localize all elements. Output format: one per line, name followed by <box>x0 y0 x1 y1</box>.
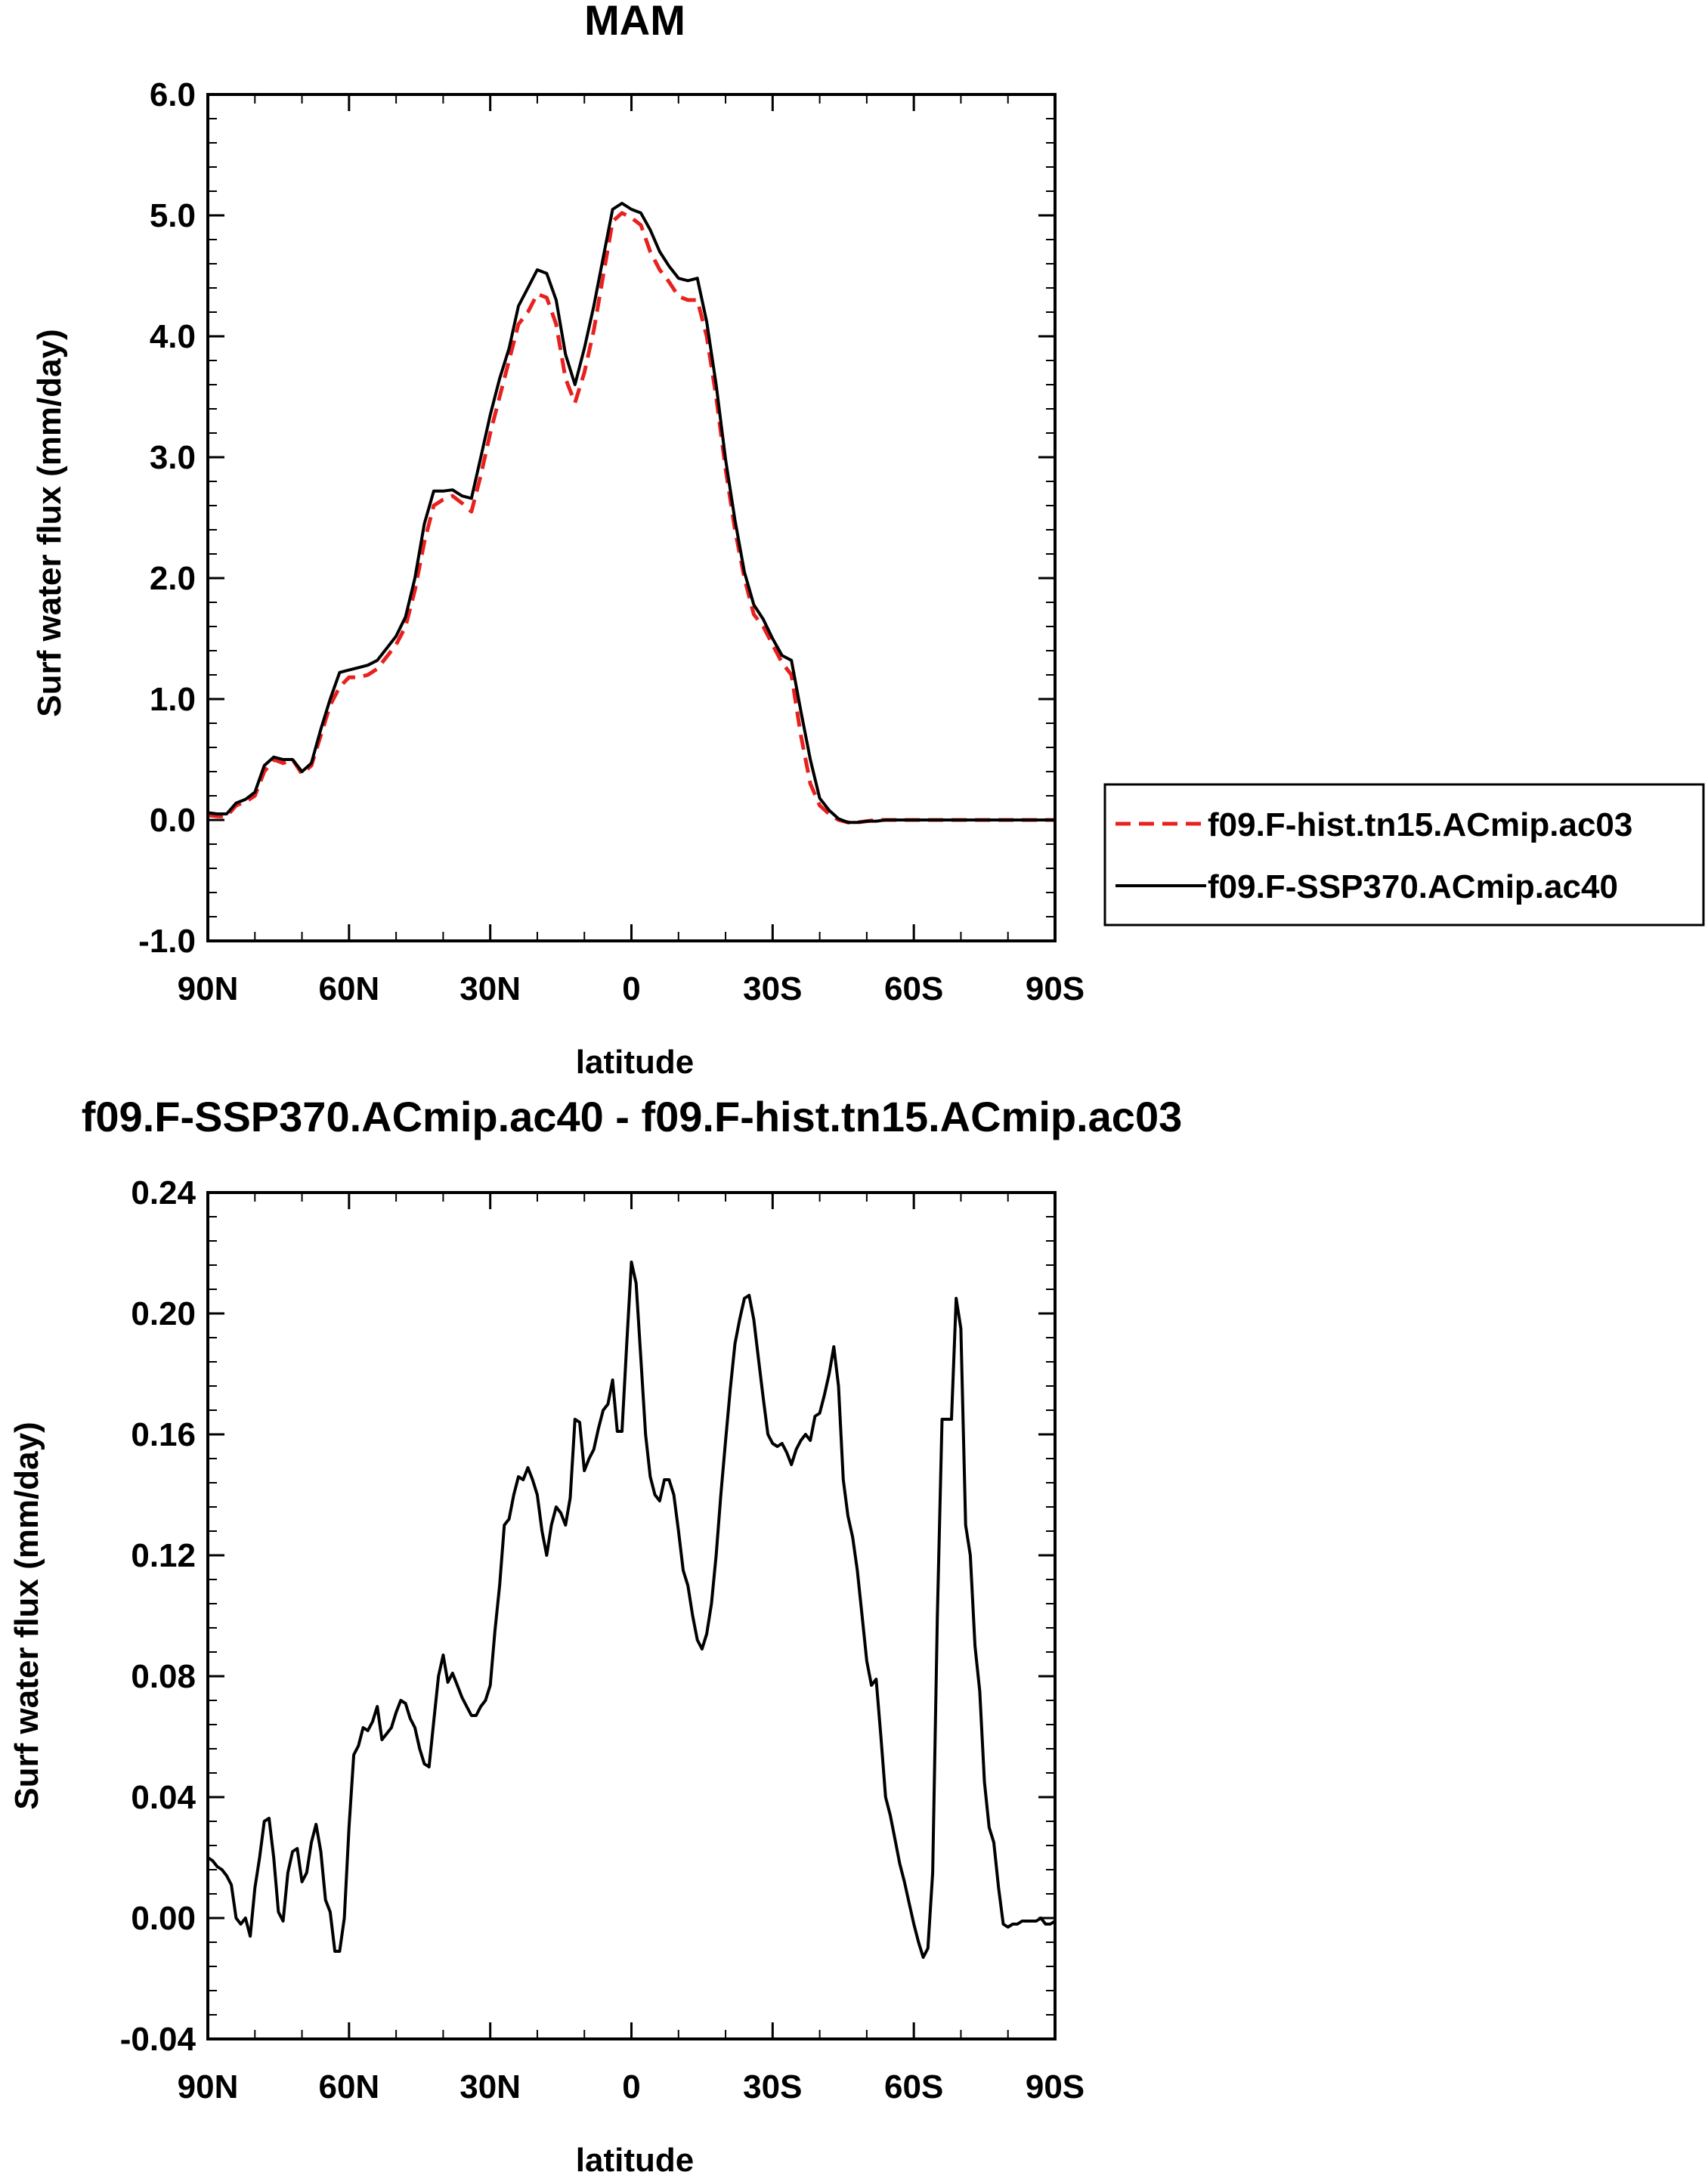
top-x-tick-label: 60N <box>318 970 379 1007</box>
bottom-y-tick-label: 0.08 <box>131 1658 196 1695</box>
bottom-y-tick-label: 0.16 <box>131 1416 196 1453</box>
top-y-tick-label: 5.0 <box>150 197 196 234</box>
bottom-y-tick-label: 0.12 <box>131 1537 196 1574</box>
bottom-x-tick-label: 30N <box>459 2068 521 2105</box>
top-y-tick-label: 1.0 <box>150 681 196 718</box>
bottom-x-tick-label: 90N <box>178 2068 239 2105</box>
bottom-y-tick-label: 0.04 <box>131 1779 196 1816</box>
top-y-tick-label: 3.0 <box>150 439 196 476</box>
top-y-tick-label: -1.0 <box>138 923 196 960</box>
bottom-chart-frame <box>206 1191 1057 2040</box>
bottom-chart-title: f09.F-SSP370.ACmip.ac40 - f09.F-hist.tn1… <box>82 1093 1183 1140</box>
bottom-x-tick-label: 60S <box>884 2068 943 2105</box>
top-y-tick-label: 4.0 <box>150 318 196 355</box>
top-x-tick-label: 30N <box>459 970 521 1007</box>
top-series-line-0 <box>207 211 1055 825</box>
bottom-x-tick-label: 90S <box>1026 2068 1085 2105</box>
bottom-y-tick-label: -0.04 <box>120 2021 196 2058</box>
bottom-y-tick-label: 0.24 <box>131 1174 196 1211</box>
top-x-tick-label: 30S <box>743 970 802 1007</box>
top-x-tick-label: 90N <box>178 970 239 1007</box>
bottom-x-tick-label: 30S <box>743 2068 802 2105</box>
bottom-chart-ticks: -0.04 0.00 0.04 0.08 0.12 0.16 0.20 0.24 90N 60N 3… <box>120 1174 1085 2105</box>
top-x-tick-label: 90S <box>1026 970 1085 1007</box>
bottom-x-tick-label: 0 <box>622 2068 640 2105</box>
bottom-x-tick-label: 60N <box>318 2068 379 2105</box>
legend-label-ssp370: f09.F-SSP370.ACmip.ac40 <box>1208 868 1618 905</box>
bottom-chart-y-axis-label: Surf water flux (mm/day) <box>8 1422 45 1809</box>
top-chart-panel: MAM Surf water flux (mm/day) latitude -1… <box>31 0 1085 1081</box>
top-chart-x-axis-label: latitude <box>576 1044 694 1081</box>
top-y-tick-label: 0.0 <box>150 802 196 839</box>
top-x-tick-label: 0 <box>622 970 640 1007</box>
bottom-chart-series <box>206 1261 1057 1959</box>
legend-label-hist: f09.F-hist.tn15.ACmip.ac03 <box>1208 806 1632 843</box>
bottom-chart-panel: f09.F-SSP370.ACmip.ac40 - f09.F-hist.tn1… <box>8 1093 1182 2175</box>
bottom-y-tick-label: 0.00 <box>131 1900 196 1937</box>
top-chart-y-axis-label: Surf water flux (mm/day) <box>31 329 68 716</box>
bottom-chart-x-axis-label: latitude <box>576 2142 694 2175</box>
bottom-series-line-0 <box>206 1261 1057 1959</box>
top-chart-title: MAM <box>584 0 685 44</box>
top-y-tick-label: 6.0 <box>150 76 196 113</box>
top-chart-ticks: -1.0 0.0 1.0 2.0 3.0 4.0 5.0 6.0 90N 60N 30N 0 30S 60… <box>138 76 1085 1007</box>
top-chart-series <box>207 202 1055 825</box>
legend-box <box>1103 783 1705 927</box>
top-chart-frame <box>206 93 1057 942</box>
bottom-y-tick-label: 0.20 <box>131 1295 196 1332</box>
top-x-tick-label: 60S <box>884 970 943 1007</box>
top-y-tick-label: 2.0 <box>150 560 196 597</box>
legend: f09.F-hist.tn15.ACmip.ac03 f09.F-SSP370.… <box>1103 783 1705 927</box>
top-series-line-1 <box>207 202 1055 825</box>
